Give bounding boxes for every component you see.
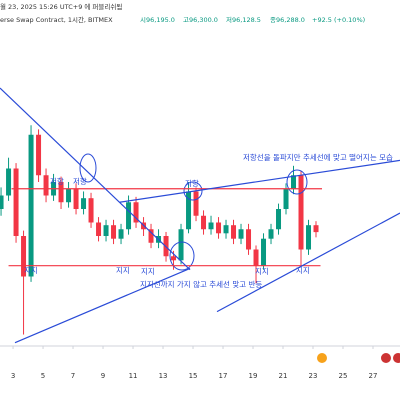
annotation: 저항: [50, 177, 64, 186]
candle-body: [291, 175, 297, 189]
candle-body: [58, 182, 64, 203]
candle-body: [253, 249, 259, 266]
candle-body: [111, 225, 117, 239]
candle-body: [193, 191, 199, 216]
flag-icon: [381, 353, 391, 363]
annotation: 지지: [24, 266, 38, 275]
x-tick-label: 23: [309, 372, 318, 380]
event-icon: [317, 353, 327, 363]
trend-line: [14, 267, 191, 344]
candle-body: [276, 209, 282, 230]
x-tick-label: 25: [339, 372, 348, 380]
candle-body: [28, 134, 34, 277]
trend-line: [216, 212, 400, 313]
x-tick-label: 21: [279, 372, 288, 380]
candle-body: [36, 134, 42, 176]
circle: [183, 181, 203, 201]
candle-body: [43, 175, 49, 196]
trend-line: [119, 159, 400, 203]
candle-body: [283, 188, 289, 209]
x-tick-label: 27: [369, 372, 378, 380]
header-date: 월 23, 2025 15:26 UTC+9 에 퍼블리쉬됨: [0, 2, 122, 11]
candle-body: [298, 175, 304, 250]
x-tick-label: 5: [41, 372, 45, 380]
annotation: 저항: [185, 179, 199, 188]
highlight-circles: [79, 153, 308, 271]
x-tick-label: 17: [219, 372, 228, 380]
header-change: +92.5 (+0.10%): [312, 16, 365, 24]
x-tick-label: 7: [71, 372, 75, 380]
candle-body: [81, 198, 87, 209]
candle-body: [306, 225, 312, 250]
candle-body: [126, 202, 132, 230]
header-symbol: erse Swap Contract, 1시간, BITMEX: [0, 15, 113, 24]
flag-icon: [393, 353, 400, 363]
candle-body: [178, 229, 184, 261]
annotation: 지지선까지 가지 않고 추세선 맞고 반등: [140, 279, 262, 289]
candle-body: [148, 229, 154, 243]
x-tick-label: 15: [189, 372, 198, 380]
candle-body: [186, 191, 192, 230]
candle-body: [216, 222, 222, 234]
annotation: 지지: [116, 266, 130, 275]
header-high: 고96,300.0: [183, 16, 218, 24]
annotation: 지지: [296, 266, 310, 275]
annotation: 저항선을 돌파지만 추세선에 맞고 떨어지는 모습: [243, 152, 393, 162]
candle-body: [313, 225, 319, 233]
candle-body: [261, 238, 267, 266]
candle-body: [13, 168, 19, 236]
circle: [79, 153, 97, 183]
candle-body: [118, 229, 124, 239]
candle-body: [88, 198, 94, 223]
header-low: 저96,128.5: [226, 15, 261, 24]
x-tick-label: 3: [11, 372, 15, 380]
candle-body: [6, 168, 12, 196]
annotation: 지지: [141, 267, 155, 276]
candle-body: [96, 222, 102, 236]
x-tick-label: 11: [129, 372, 138, 380]
candle-body: [103, 225, 109, 236]
x-tick-label: 13: [159, 372, 168, 380]
x-tick-label: 19: [249, 372, 258, 380]
candle-body: [223, 225, 229, 234]
candle-body: [21, 236, 27, 277]
annotation: 지지: [255, 267, 269, 276]
candle-body: [73, 188, 79, 209]
candle-body: [268, 229, 274, 239]
candle-body: [238, 229, 244, 239]
circle: [169, 241, 195, 271]
header-open: 시96,195.0: [140, 16, 175, 24]
header-close: 종96,288.0: [270, 16, 305, 24]
candle-body: [133, 202, 139, 223]
circle: [286, 169, 308, 195]
candle-body: [246, 229, 252, 250]
trend-line: [0, 87, 191, 271]
candle-body: [171, 256, 177, 261]
candle-body: [66, 188, 72, 203]
candle-body: [0, 195, 4, 209]
candle-body: [231, 225, 237, 239]
candle-body: [201, 215, 207, 230]
x-tick-label: 9: [101, 372, 105, 380]
annotation: 저항: [73, 177, 87, 186]
candle-body: [208, 222, 214, 230]
